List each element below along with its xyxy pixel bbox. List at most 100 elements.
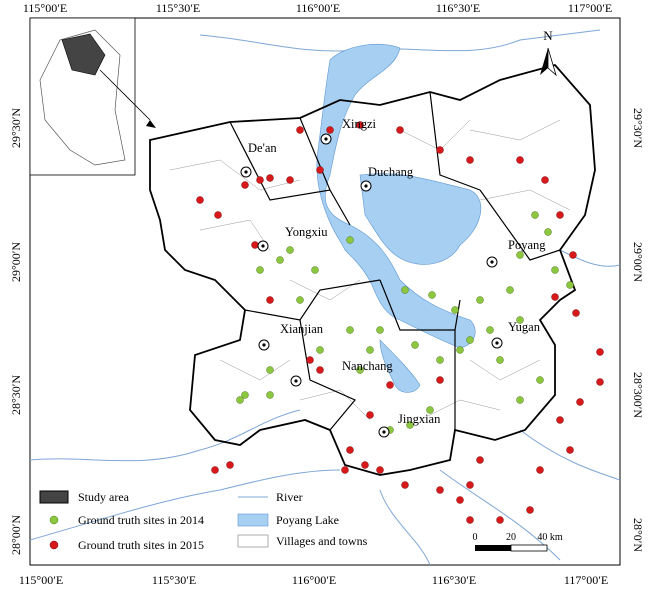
site-2015 [326,126,334,134]
poyang-lake-east [359,173,482,265]
site-2014 [506,286,514,294]
site-2015 [196,196,204,204]
top-coordinate: 117°00′E [568,1,612,15]
left-coordinate: 28°00′N [9,515,23,555]
site-2014 [496,356,504,364]
site-2014 [436,356,444,364]
place-name: De'an [248,141,277,155]
site-2014 [241,391,249,399]
site-2014 [486,326,494,334]
site-2014 [236,396,244,404]
site-2015 [251,241,259,249]
scale-label: 20 [506,532,516,543]
site-2014 [366,346,374,354]
site-2015 [316,366,324,374]
legend-label: Study area [78,490,130,504]
site-2015 [286,176,294,184]
town-dot [324,137,328,141]
place-name: Poyang [508,238,546,252]
site-2015 [226,461,234,469]
site-2015 [516,156,524,164]
right-coordinate: 29°30′N [631,108,645,148]
site-2014 [406,421,414,429]
town-dot [261,244,265,248]
site-2014 [536,376,544,384]
site-2015 [466,481,474,489]
site-2015 [541,176,549,184]
site-2014 [451,306,459,314]
site-2014 [466,336,474,344]
inset-map [29,17,156,176]
scale-bar: 0 20 40 km [473,532,563,552]
site-2014 [456,346,464,354]
site-2015 [566,446,574,454]
site-2015 [241,181,249,189]
study-area-boundary [149,63,596,476]
site-2014 [544,228,552,236]
top-coordinate: 116°00′E [296,1,340,15]
site-2014 [266,391,274,399]
site-2014 [551,266,559,274]
town-dot [382,430,386,434]
site-2015 [466,516,474,524]
site-2015 [466,156,474,164]
poyang-lake [316,43,476,349]
scale-label: 0 [473,532,478,543]
site-2015 [266,296,274,304]
north-arrow: N [540,28,557,77]
scale-label: 40 km [537,532,563,543]
right-coordinate: 28°300′N [631,372,645,418]
bottom-coordinate: 115°30′E [152,573,196,587]
site-2015 [356,121,364,129]
site-2015 [596,378,604,386]
legend-label: River [276,490,303,504]
place-name: Nanchang [342,359,393,373]
top-coordinate: 116°30′E [436,1,480,15]
site-2014 [276,256,284,264]
site-2015 [526,506,534,514]
left-coordinate: 29°00′N [9,242,23,282]
site-2015 [361,461,369,469]
site-2015 [476,456,484,464]
town-dot [294,379,298,383]
bottom-coordinate: 117°00′E [564,573,608,587]
site-2014 [266,366,274,374]
county-seats: Xingzi De'an Duchang Yongxiu Poyang Xianjian Y… [240,117,546,438]
left-coordinate: 28°30′N [9,375,23,415]
site-2014 [426,406,434,414]
town-dot [490,260,494,264]
site-2014 [531,211,539,219]
site-2015 [316,166,324,174]
site-2014 [296,296,304,304]
site-2014 [476,296,484,304]
site-2014 [346,236,354,244]
county-boundaries [229,91,561,431]
site-2014 [256,266,264,274]
legend-label: Villages and towns [276,534,368,548]
site-2014 [346,326,354,334]
site-2014 [316,346,324,354]
town-dot [364,184,368,188]
place-name: Xianjian [280,322,324,336]
place-name: Duchang [368,165,414,179]
site-2015 [456,496,464,504]
bottom-coordinate: 116°30′E [432,573,476,587]
site-2015 [214,211,222,219]
right-coordinate: 28°0′N [631,518,645,552]
site-2014 [401,286,409,294]
site-2015 [436,486,444,494]
site-2014 [516,396,524,404]
legend-label: Ground truth sites in 2015 [78,538,204,552]
bottom-coordinate: 115°00′E [19,573,63,587]
bottom-coordinate: 116°00′E [292,573,336,587]
site-2014 [411,341,419,349]
site-2015 [556,416,564,424]
place-name: Xingzi [342,117,377,131]
left-coordinate: 29°30′N [9,108,23,148]
site-2014 [566,281,574,289]
site-2015 [551,293,559,301]
site-2015 [386,381,394,389]
legend-label: Ground truth sites in 2014 [78,513,204,527]
site-2014 [428,291,436,299]
